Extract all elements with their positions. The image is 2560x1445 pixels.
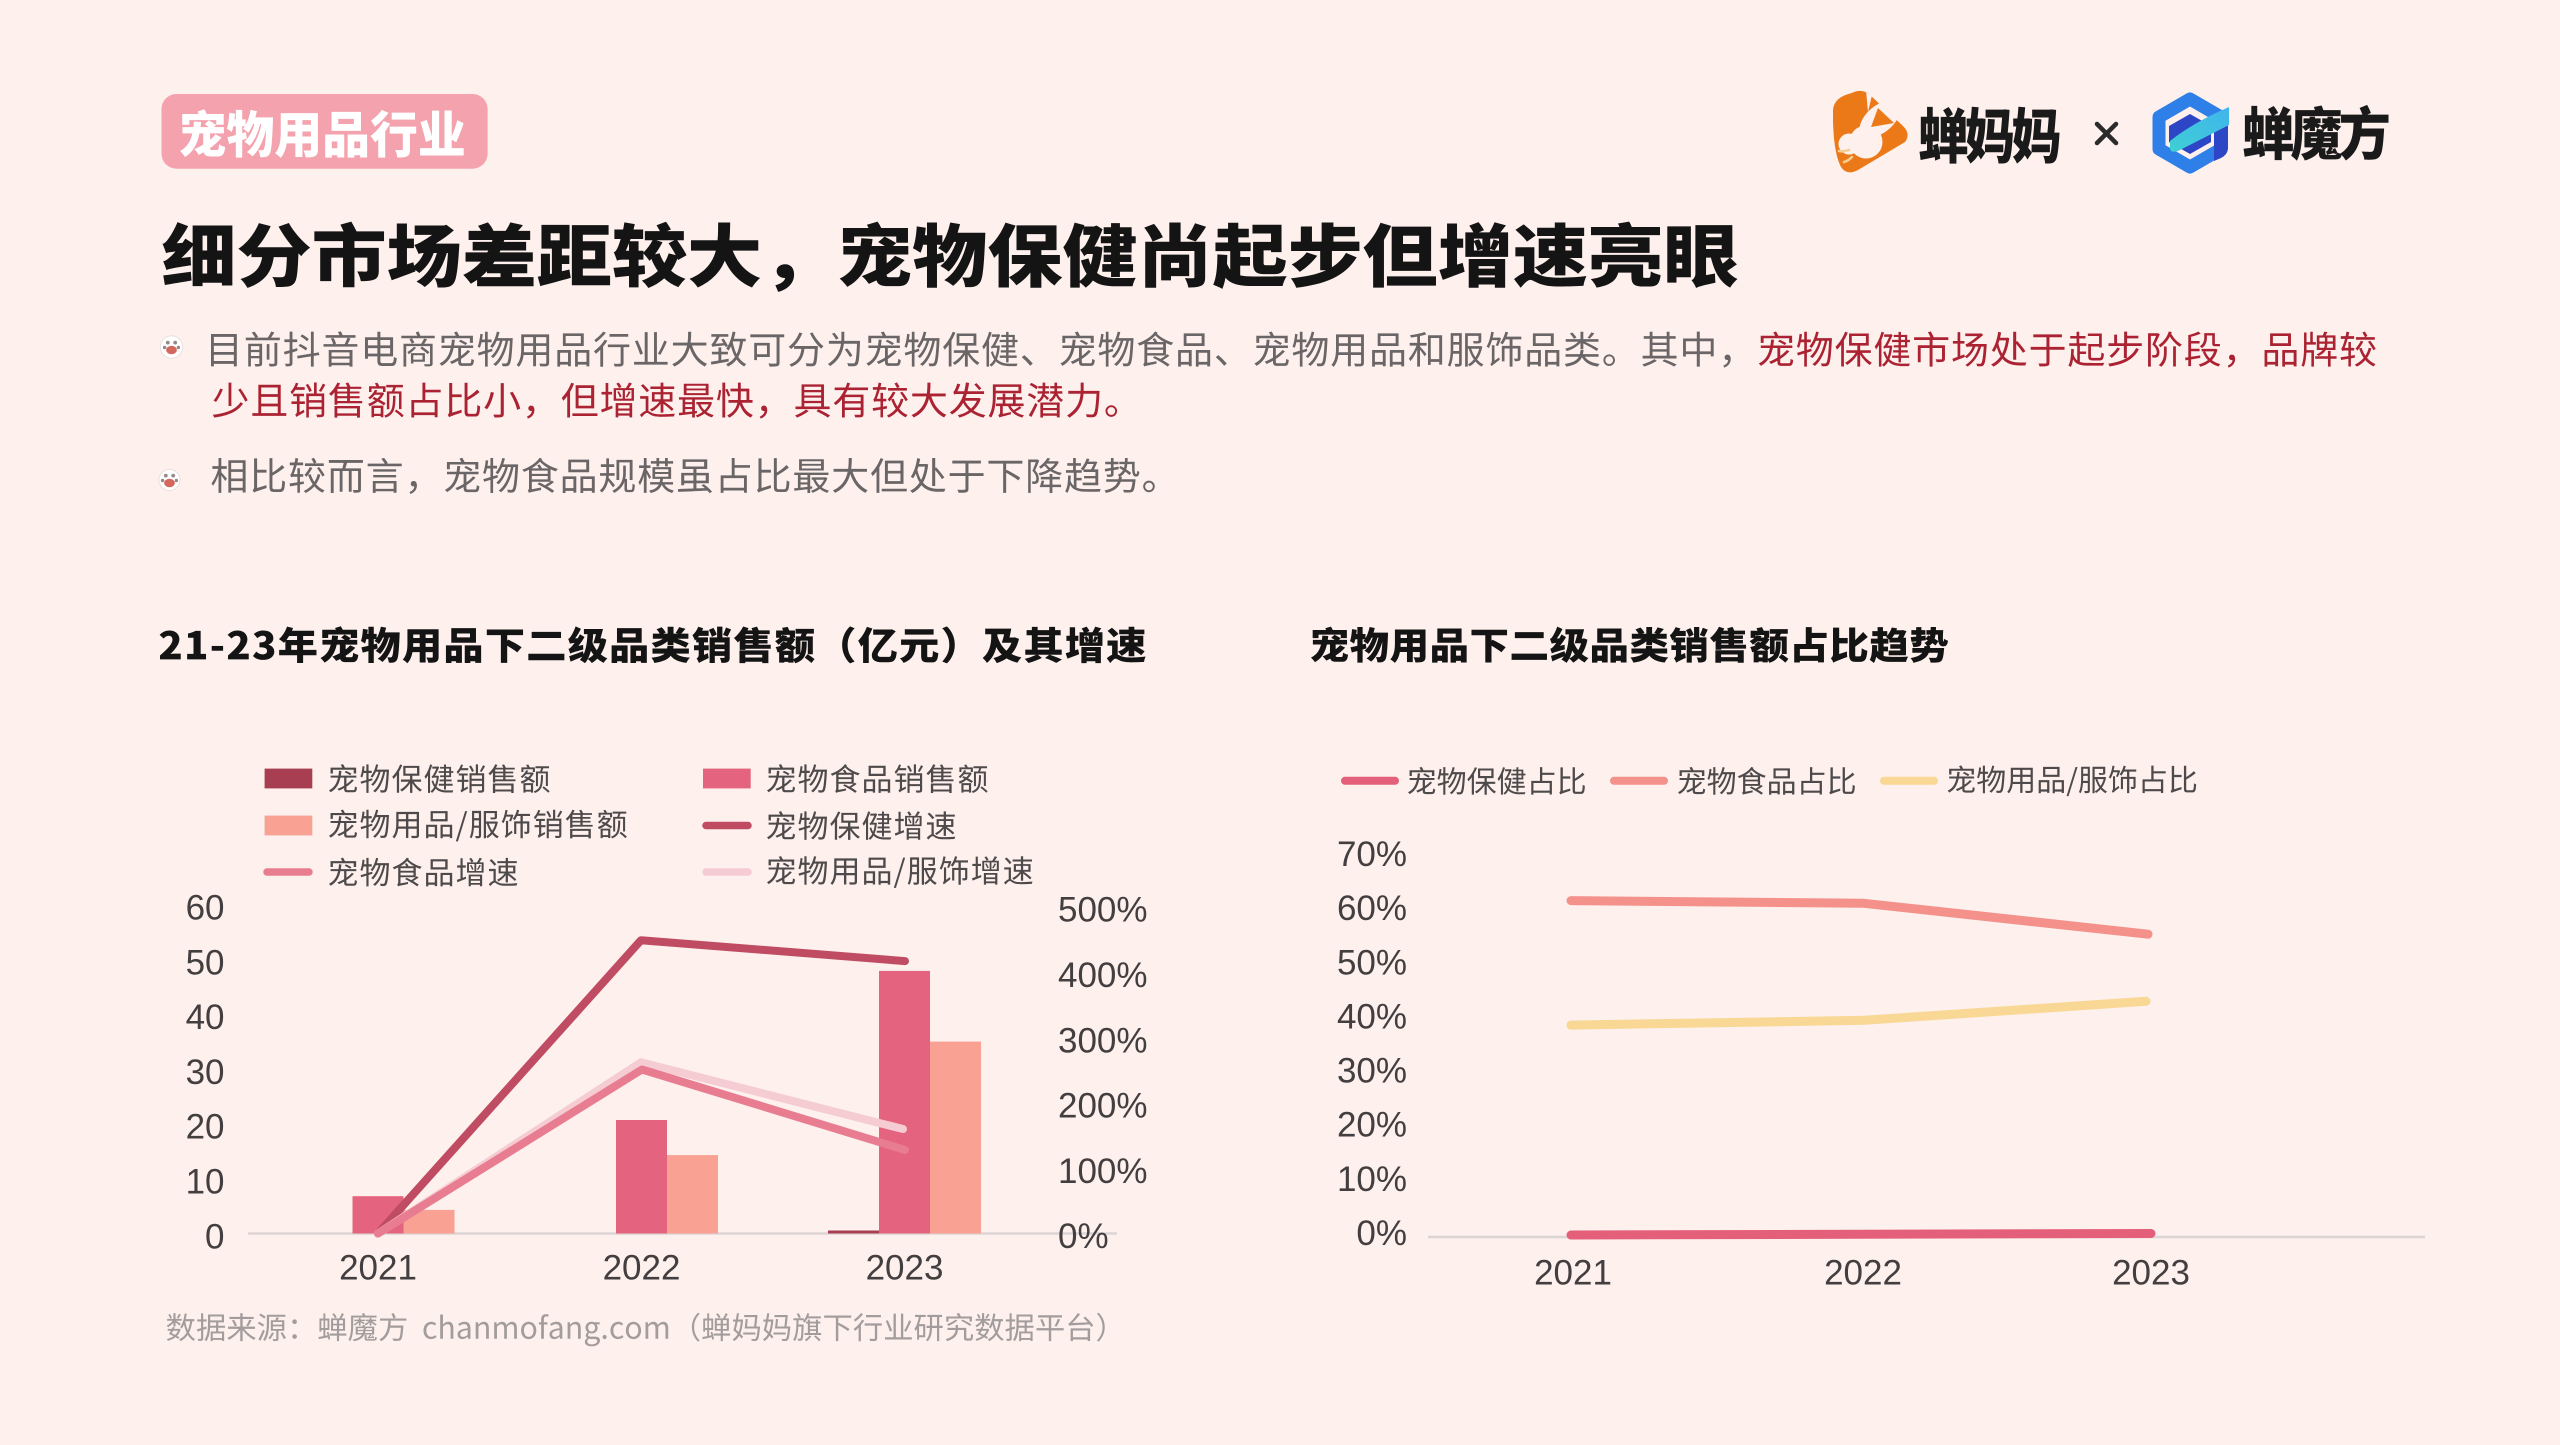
svg-text:2021: 2021 xyxy=(1534,1253,1612,1292)
svg-text:2022: 2022 xyxy=(1824,1253,1902,1292)
svg-text:100%: 100% xyxy=(1058,1152,1148,1191)
svg-text:50%: 50% xyxy=(1337,943,1407,982)
svg-text:500%: 500% xyxy=(1058,891,1148,930)
svg-text:2021: 2021 xyxy=(339,1249,417,1288)
svg-text:10: 10 xyxy=(186,1163,225,1202)
svg-text:60%: 60% xyxy=(1337,889,1407,928)
svg-text:40: 40 xyxy=(186,998,225,1037)
svg-text:10%: 10% xyxy=(1337,1160,1407,1199)
svg-text:0%: 0% xyxy=(1058,1217,1109,1256)
svg-text:70%: 70% xyxy=(1337,835,1407,874)
svg-text:30%: 30% xyxy=(1337,1052,1407,1091)
svg-text:2022: 2022 xyxy=(603,1249,681,1288)
svg-text:20%: 20% xyxy=(1337,1106,1407,1145)
svg-text:300%: 300% xyxy=(1058,1021,1148,1060)
svg-text:0: 0 xyxy=(205,1217,224,1256)
svg-text:30: 30 xyxy=(186,1053,225,1092)
svg-text:2023: 2023 xyxy=(2112,1253,2190,1292)
svg-text:0%: 0% xyxy=(1356,1214,1407,1253)
svg-text:200%: 200% xyxy=(1058,1087,1148,1126)
svg-text:20: 20 xyxy=(186,1108,225,1147)
svg-text:2023: 2023 xyxy=(866,1249,944,1288)
svg-text:400%: 400% xyxy=(1058,956,1148,995)
svg-text:40%: 40% xyxy=(1337,997,1407,1036)
svg-text:50: 50 xyxy=(186,943,225,982)
svg-text:60: 60 xyxy=(186,888,225,927)
